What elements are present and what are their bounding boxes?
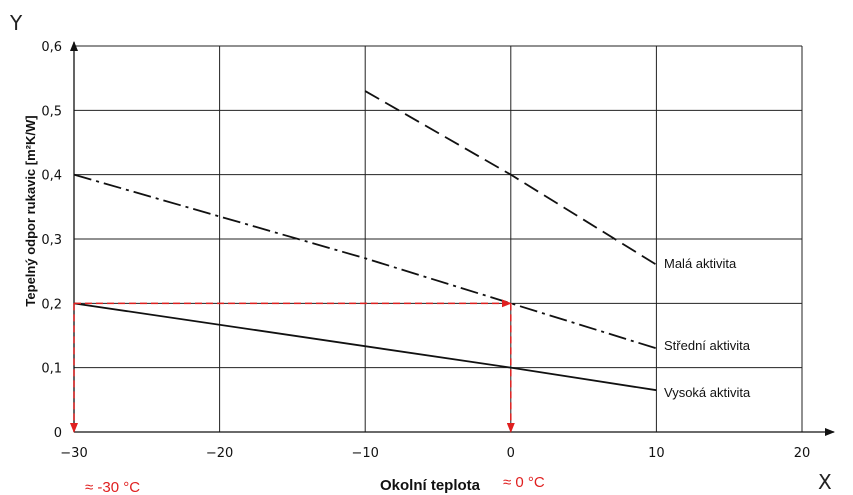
series-line-2 [73,302,657,392]
x-tick-label: −20 [206,446,233,461]
axes [70,41,835,436]
x-tick-label: 20 [794,446,811,461]
y-tick-label: 0,5 [41,104,62,119]
series-lines [73,90,657,392]
x-tick-label: −10 [351,446,378,461]
y-tick-label: 0,1 [41,362,62,377]
series-label-mala: Malá aktivita [664,256,737,271]
grid [74,45,803,432]
x-axis-label: Okolní teplota [380,477,481,494]
series-label-stredni: Střední aktivita [664,338,751,353]
x-tick-label: 10 [648,446,665,461]
y-tick-label: 0,2 [41,297,62,312]
y-tick-label: 0,4 [41,169,62,184]
series-line-1 [73,173,657,350]
tick-labels: −30 −20 −10 0 10 20 0 0,1 0,2 0,3 0,4 0,5 0,6 [41,40,810,461]
y-axis-label: Tepelný odpor rukavic [m²K/W] [23,115,38,306]
y-tick-label: 0 [54,426,62,441]
red-guide-lines [70,299,515,433]
x-tick-label: −30 [60,446,87,461]
series-line-0 [364,90,657,266]
x-tick-label: 0 [507,446,515,461]
y-tick-label: 0,3 [41,233,62,248]
annotation-minus30: ≈ -30 °C [85,479,140,495]
series-label-vysoka: Vysoká aktivita [664,385,751,400]
annotation-zero: ≈ 0 °C [503,474,545,491]
x-axis-letter: X [818,470,832,494]
y-tick-label: 0,6 [41,40,62,55]
y-axis-letter: Y [9,11,23,35]
